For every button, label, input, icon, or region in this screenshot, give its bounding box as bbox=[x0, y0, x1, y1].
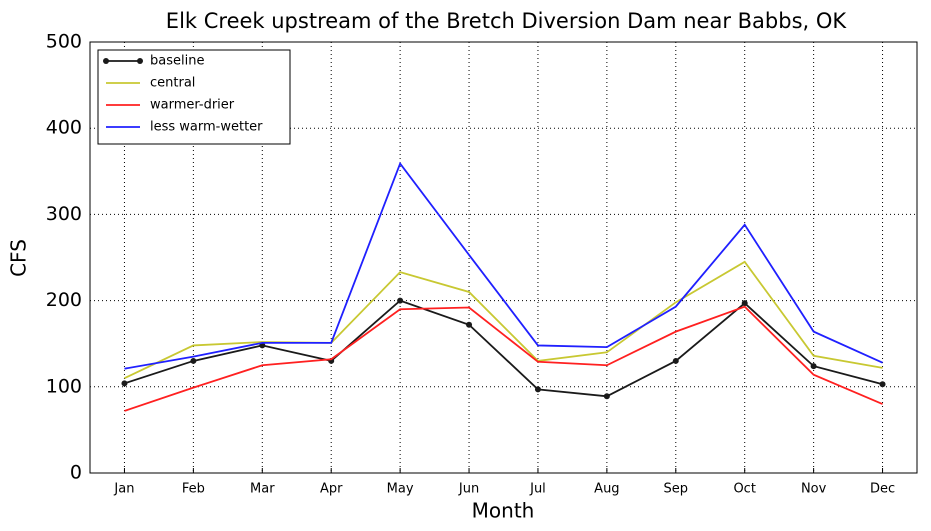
legend-label: baseline bbox=[150, 54, 204, 69]
legend-marker bbox=[137, 58, 143, 64]
y-tick-label: 100 bbox=[46, 375, 82, 397]
x-tick-label: Oct bbox=[733, 482, 755, 497]
line bbox=[124, 260, 883, 379]
y-axis-label: CFS bbox=[7, 239, 31, 277]
marker bbox=[810, 363, 817, 370]
legend-label: warmer-drier bbox=[150, 98, 235, 113]
x-tick-label: Feb bbox=[182, 482, 205, 497]
x-tick-label: Mar bbox=[250, 482, 275, 497]
chart-title: Elk Creek upstream of the Bretch Diversi… bbox=[166, 9, 848, 33]
line bbox=[124, 161, 883, 370]
plot-frame bbox=[89, 41, 918, 474]
x-tick-label: Dec bbox=[870, 482, 895, 497]
x-tick-label: Aug bbox=[594, 482, 619, 497]
y-tick-label: 300 bbox=[46, 203, 82, 225]
marker bbox=[397, 297, 404, 304]
x-tick-label: Jun bbox=[458, 482, 479, 497]
marker bbox=[741, 300, 748, 307]
y-tick-label: 0 bbox=[70, 462, 82, 484]
x-axis-label: Month bbox=[472, 499, 535, 523]
y-tick-label: 400 bbox=[46, 117, 82, 139]
y-tick-label: 200 bbox=[46, 289, 82, 311]
x-tick-label: Nov bbox=[801, 482, 827, 497]
x-tick-label: Jul bbox=[529, 482, 546, 497]
marker bbox=[672, 357, 679, 364]
legend-marker bbox=[103, 58, 109, 64]
line bbox=[124, 299, 883, 398]
marker bbox=[190, 357, 197, 364]
legend-label: less warm-wetter bbox=[150, 120, 263, 135]
line bbox=[124, 305, 883, 412]
x-tick-label: May bbox=[387, 482, 414, 497]
marker bbox=[121, 380, 128, 387]
y-tick-label: 500 bbox=[46, 31, 82, 53]
x-tick-label: Apr bbox=[320, 482, 343, 497]
legend-box bbox=[97, 49, 291, 145]
marker bbox=[466, 321, 473, 328]
marker bbox=[603, 393, 610, 400]
x-tick-label: Sep bbox=[664, 482, 689, 497]
x-tick-label: Jan bbox=[113, 482, 134, 497]
marker bbox=[879, 381, 886, 388]
marker bbox=[534, 386, 541, 393]
legend-label: central bbox=[150, 76, 195, 91]
